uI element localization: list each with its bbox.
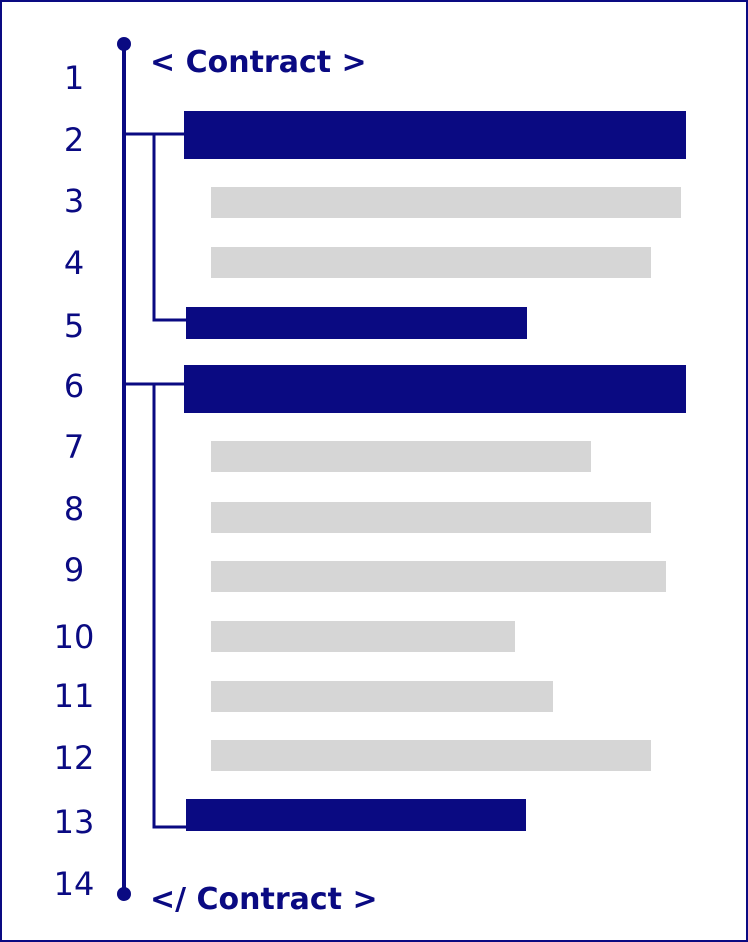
line-number-14: 14 [54, 865, 95, 903]
group-2-connector [124, 382, 186, 829]
group-2-content-line-5 [211, 681, 553, 712]
line-number-2: 2 [64, 121, 84, 159]
group-1-content-line-2 [211, 247, 651, 278]
root-end-dot [117, 887, 131, 901]
line-number-5: 5 [64, 307, 84, 345]
root-connector [117, 37, 131, 901]
group-2-content-line-2 [211, 502, 651, 533]
group-2-close-tag-bar [186, 799, 526, 831]
element-group-2 [124, 365, 686, 831]
group-2-content-line-3 [211, 561, 666, 592]
close-tag-label: </ Contract > [150, 882, 378, 917]
line-number-4: 4 [64, 244, 84, 282]
line-number-11: 11 [54, 677, 95, 715]
group-1-close-tag-bar [186, 307, 527, 339]
line-number-9: 9 [64, 551, 84, 589]
line-number-12: 12 [54, 739, 95, 777]
line-number-6: 6 [64, 367, 84, 405]
open-tag-label: < Contract > [150, 45, 367, 80]
group-1-connector [124, 132, 186, 322]
line-number-7: 7 [64, 428, 84, 466]
root-start-dot [117, 37, 131, 51]
element-group-1 [124, 111, 686, 339]
line-number-8: 8 [64, 490, 84, 528]
line-number-3: 3 [64, 182, 84, 220]
line-numbers: 1 2 3 4 5 6 7 8 9 10 11 12 13 14 [54, 59, 95, 903]
group-1-open-tag-bar [184, 111, 686, 159]
line-number-10: 10 [54, 618, 95, 656]
line-number-1: 1 [64, 59, 84, 97]
group-2-content-line-1 [211, 441, 591, 472]
group-2-content-line-4 [211, 621, 515, 652]
line-number-13: 13 [54, 803, 95, 841]
group-2-open-tag-bar [184, 365, 686, 413]
group-1-content-line-1 [211, 187, 681, 218]
group-2-content-line-6 [211, 740, 651, 771]
